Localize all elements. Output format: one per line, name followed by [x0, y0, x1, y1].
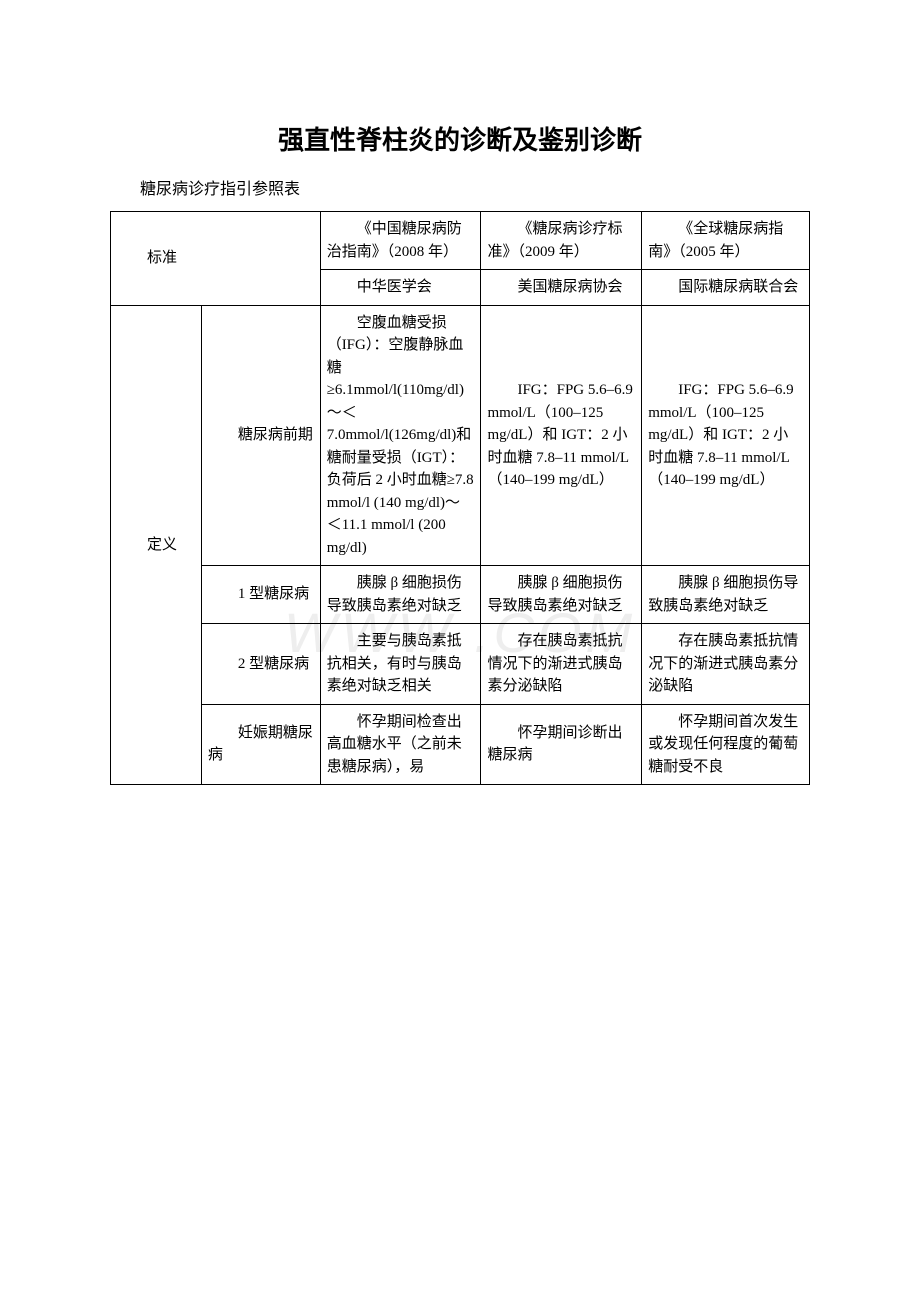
row-type1-cn: 胰腺 β 细胞损伤导致胰岛素绝对缺乏 — [327, 572, 475, 617]
table-row: 2 型糖尿病 主要与胰岛素抵抗相关，有时与胰岛素绝对缺乏相关 存在胰岛素抵抗情况… — [111, 624, 810, 705]
table-row: 妊娠期糖尿病 怀孕期间检查出高血糖水平（之前未患糖尿病），易 怀孕期间诊断出糖尿… — [111, 704, 810, 785]
table-header-row-1: 标准 《中国糖尿病防治指南》（2008 年） 《糖尿病诊疗标准》（2009 年）… — [111, 212, 810, 270]
row-type2-cn: 主要与胰岛素抵抗相关，有时与胰岛素绝对缺乏相关 — [327, 630, 475, 698]
header-standard: 标准 — [117, 247, 314, 270]
row-prediabetes-cn: 空腹血糖受损（IFG）：空腹静脉血糖 ≥6.1mmol/l(110mg/dl)～… — [327, 312, 475, 560]
row-prediabetes-label: 糖尿病前期 — [208, 424, 314, 447]
header-global-org: 国际糖尿病联合会 — [648, 276, 803, 299]
table-row: 1 型糖尿病 胰腺 β 细胞损伤导致胰岛素绝对缺乏 胰腺 β 细胞损伤导致胰岛素… — [111, 566, 810, 624]
row-prediabetes-us: IFG：FPG 5.6–6.9 mmol/L（100–125 mg/dL）和 I… — [487, 379, 635, 492]
header-global-guide: 《全球糖尿病指南》（2005 年） — [648, 218, 803, 263]
row-type2-global: 存在胰岛素抵抗情况下的渐进式胰岛素分泌缺陷 — [648, 630, 803, 698]
guideline-table: 标准 《中国糖尿病防治指南》（2008 年） 《糖尿病诊疗标准》（2009 年）… — [110, 211, 810, 785]
row-type2-us: 存在胰岛素抵抗情况下的渐进式胰岛素分泌缺陷 — [487, 630, 635, 698]
row-gestational-cn: 怀孕期间检查出高血糖水平（之前未患糖尿病），易 — [327, 711, 475, 779]
header-us-org: 美国糖尿病协会 — [487, 276, 635, 299]
page-subtitle: 糖尿病诊疗指引参照表 — [140, 175, 810, 199]
header-cn-guide: 《中国糖尿病防治指南》（2008 年） — [327, 218, 475, 263]
definition-label: 定义 — [117, 534, 195, 557]
header-cn-org: 中华医学会 — [327, 276, 475, 299]
row-gestational-label: 妊娠期糖尿病 — [208, 722, 314, 767]
page-title: 强直性脊柱炎的诊断及鉴别诊断 — [110, 120, 810, 157]
header-us-guide: 《糖尿病诊疗标准》（2009 年） — [487, 218, 635, 263]
row-type1-us: 胰腺 β 细胞损伤导致胰岛素绝对缺乏 — [487, 572, 635, 617]
row-prediabetes-global: IFG：FPG 5.6–6.9 mmol/L（100–125 mg/dL）和 I… — [648, 379, 803, 492]
row-gestational-global: 怀孕期间首次发生或发现任何程度的葡萄糖耐受不良 — [648, 711, 803, 779]
table-row: 定义 糖尿病前期 空腹血糖受损（IFG）：空腹静脉血糖 ≥6.1mmol/l(1… — [111, 305, 810, 566]
row-type2-label: 2 型糖尿病 — [208, 653, 314, 676]
row-type1-label: 1 型糖尿病 — [208, 583, 314, 606]
row-type1-global: 胰腺 β 细胞损伤导致胰岛素绝对缺乏 — [648, 572, 803, 617]
row-gestational-us: 怀孕期间诊断出糖尿病 — [487, 722, 635, 767]
